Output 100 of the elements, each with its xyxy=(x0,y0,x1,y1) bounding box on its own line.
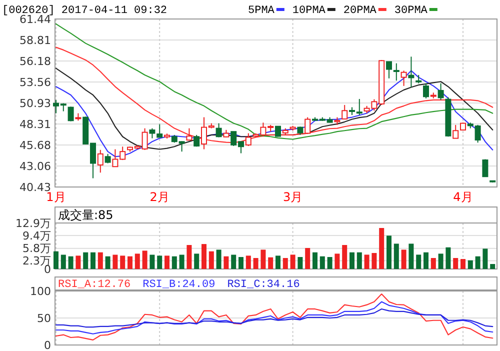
legend-label: 20PMA xyxy=(343,5,377,17)
candlestick xyxy=(393,62,400,82)
bar xyxy=(401,250,406,269)
bar xyxy=(54,251,58,269)
bar xyxy=(238,257,244,269)
candlestick xyxy=(216,122,222,138)
bar xyxy=(208,251,214,269)
bar xyxy=(408,244,414,269)
legend-label: 30PMA xyxy=(394,5,428,17)
candlestick xyxy=(400,70,407,86)
bar xyxy=(453,258,458,269)
bar xyxy=(379,228,384,269)
chart-title: [002620] 2017-04-11 09:32 xyxy=(2,5,168,17)
y-tick-label: 53.56 xyxy=(20,76,51,89)
bar xyxy=(202,244,206,269)
bar xyxy=(416,254,422,269)
bar xyxy=(290,254,296,269)
y-tick-label: 58.81 xyxy=(20,34,51,47)
line-series xyxy=(55,308,494,328)
bar xyxy=(460,259,466,269)
bar xyxy=(268,257,274,269)
chart-title: 成交量:85 xyxy=(58,208,114,222)
text: RSI_C:34.16 xyxy=(227,279,300,291)
bar xyxy=(83,252,88,269)
bar xyxy=(164,256,170,269)
bar xyxy=(468,260,473,269)
bar xyxy=(128,256,132,269)
candlestick xyxy=(104,153,111,164)
candlestick xyxy=(386,61,392,79)
x-tick-label: 1月 xyxy=(46,190,66,204)
y-tick-label: 50.93 xyxy=(20,96,51,110)
bar xyxy=(246,256,251,269)
bar xyxy=(68,256,74,269)
y-tick-label: 48.31 xyxy=(20,118,51,131)
bar xyxy=(179,254,184,269)
bar xyxy=(142,250,148,269)
text: RSI_B:24.09 xyxy=(142,279,216,291)
bar xyxy=(105,256,110,269)
bar xyxy=(112,254,118,269)
bar xyxy=(438,254,444,269)
x-tick-label: 2月 xyxy=(150,190,170,204)
legend-label: 10PMA xyxy=(292,5,326,17)
bar xyxy=(372,252,377,269)
bar xyxy=(260,250,266,269)
bar xyxy=(231,254,236,269)
bar xyxy=(320,256,325,269)
legend-label: 5PMA xyxy=(248,5,275,17)
y-tick-label: 100 xyxy=(30,284,51,298)
bar xyxy=(334,254,340,269)
bar xyxy=(394,244,399,269)
bar xyxy=(350,252,354,269)
y-tick-label: 5.8万 xyxy=(22,242,51,256)
bar xyxy=(490,264,496,269)
y-tick-label: 50 xyxy=(37,312,51,325)
bar xyxy=(424,252,428,269)
candlestick xyxy=(245,132,252,146)
bar xyxy=(216,250,222,269)
bar xyxy=(305,248,310,269)
bar xyxy=(186,245,192,269)
candlestick xyxy=(68,106,74,122)
candlestick xyxy=(408,56,414,88)
bar xyxy=(157,256,162,269)
bar xyxy=(282,258,288,269)
bar xyxy=(342,245,348,269)
candlestick xyxy=(438,82,444,100)
bar xyxy=(120,256,126,269)
bar xyxy=(475,256,480,269)
bar xyxy=(298,257,303,269)
bar xyxy=(253,258,258,269)
candlestick xyxy=(275,126,281,138)
bar xyxy=(60,254,66,269)
bar xyxy=(98,252,103,269)
bar xyxy=(194,254,200,269)
bar xyxy=(172,256,177,269)
bar xyxy=(276,256,280,269)
y-tick-label: 0 xyxy=(44,262,51,276)
y-tick-label: 43.06 xyxy=(20,160,51,173)
bar xyxy=(430,258,436,269)
bar xyxy=(90,252,96,269)
x-tick-label: 4月 xyxy=(453,190,473,204)
candlestick xyxy=(342,104,348,120)
bar xyxy=(134,254,140,269)
y-tick-label: 9.4万 xyxy=(22,229,51,242)
bar xyxy=(446,247,451,269)
candlestick xyxy=(304,116,311,134)
bar xyxy=(364,254,370,269)
y-tick-label: 12.9万 xyxy=(16,216,51,230)
bar xyxy=(150,254,155,269)
candlestick xyxy=(97,149,104,174)
bar xyxy=(327,257,332,269)
line-series xyxy=(55,301,494,334)
bar xyxy=(356,252,362,269)
candlestick xyxy=(186,128,192,141)
candlestick xyxy=(423,82,429,99)
bar xyxy=(224,256,229,269)
bar xyxy=(312,252,318,269)
candlestick xyxy=(482,158,488,178)
bar xyxy=(482,248,488,269)
y-tick-label: 0 xyxy=(44,338,51,351)
line-series xyxy=(55,23,494,140)
